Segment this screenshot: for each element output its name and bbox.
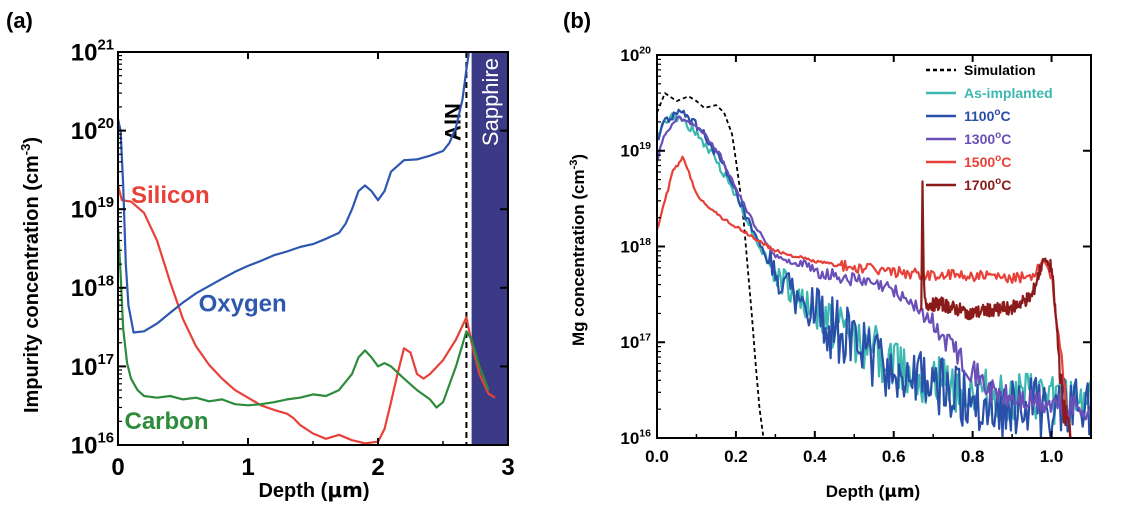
y-axis-label-exp: -3	[18, 144, 33, 156]
x-axis-label-unit: μm	[884, 482, 914, 502]
x-tick-label: 0.8	[961, 447, 985, 466]
y-axis-label-exp: -3	[568, 160, 580, 170]
y-tick-label-exp: 21	[97, 38, 114, 54]
series-line-silicon	[118, 185, 496, 445]
panel-label-b: (b)	[563, 8, 591, 33]
x-tick-label: 0	[111, 454, 124, 481]
y-tick-label-base: 10	[71, 118, 98, 145]
y-axis-label: Mg concentration (cm-3)	[568, 154, 588, 346]
y-tick-label-base: 10	[71, 39, 98, 66]
y-tick-label-exp: 17	[639, 332, 651, 344]
x-tick-label: 1	[241, 454, 254, 481]
y-tick-label-base: 10	[71, 432, 98, 459]
y-tick-label: 1019	[71, 195, 114, 224]
series-line-oxygen	[118, 52, 471, 334]
panel-b-chart: (b) Mg concentration (cm-3) Depth (μm) 0…	[563, 8, 1092, 502]
y-tick-label-exp: 19	[639, 140, 651, 152]
y-tick-label-base: 10	[620, 333, 639, 352]
legend-item-label: 1300oC	[964, 130, 1011, 147]
region-sapphire	[471, 52, 508, 445]
legend-degree: o	[995, 130, 1001, 141]
legend-item-label: Simulation	[964, 62, 1036, 78]
series-line-1300-c	[657, 115, 1091, 421]
legend-unit: C	[1001, 154, 1011, 170]
y-tick-label-base: 10	[620, 429, 639, 448]
y-tick-label: 1016	[620, 427, 651, 448]
series-label-carbon: Carbon	[125, 408, 209, 435]
legend-degree: o	[995, 153, 1001, 164]
x-axis-label-text: Depth (	[258, 480, 327, 502]
y-tick-label-base: 10	[71, 197, 98, 224]
y-tick-label: 1016	[71, 431, 114, 460]
legend-unit: C	[1001, 177, 1011, 193]
y-tick-label: 1020	[620, 44, 651, 65]
y-tick-label-base: 10	[71, 275, 98, 302]
y-axis-label-close: )	[569, 154, 588, 160]
y-tick-label: 1017	[620, 332, 651, 353]
series-label-oxygen: Oxygen	[199, 290, 287, 317]
y-tick-label-exp: 18	[639, 236, 651, 248]
x-tick-label: 3	[501, 454, 514, 481]
y-axis-label-close: )	[21, 137, 43, 144]
y-tick-label: 1017	[71, 352, 114, 381]
x-tick-label: 1.0	[1040, 447, 1064, 466]
y-tick-label-base: 10	[620, 142, 639, 161]
x-tick-label: 0.6	[882, 447, 906, 466]
y-tick-label-exp: 16	[97, 431, 114, 447]
y-tick-label-base: 10	[620, 46, 639, 65]
y-tick-label-exp: 18	[97, 273, 114, 289]
series-line-1700-c	[920, 180, 1072, 438]
x-tick-label: 0.0	[645, 447, 669, 466]
legend-temp-value: 1700	[964, 177, 995, 193]
region-label-sapphire: Sapphire	[478, 58, 503, 146]
series-label-silicon: Silicon	[131, 182, 210, 209]
y-tick-label-exp: 17	[97, 352, 114, 368]
plot-area: 0.0 0.2 0.4 0.6 0.8 1.010161017101810191020Si…	[620, 44, 1092, 466]
legend-temp-value: 1100	[964, 108, 995, 124]
x-axis-label-close: )	[915, 482, 921, 501]
x-axis-label-text: Depth (	[826, 482, 885, 501]
y-axis-label-text: Mg concentration (cm	[569, 169, 588, 346]
panel-a-chart: (a) Impurity concentration (cm-3) Depth …	[6, 8, 515, 502]
y-tick-label-exp: 20	[639, 44, 651, 56]
y-tick-label: 1020	[71, 116, 114, 145]
legend-unit: C	[1001, 131, 1011, 147]
legend-unit: C	[1000, 108, 1010, 124]
x-axis-label: Depth (μm)	[258, 478, 369, 502]
series-line-simulation	[657, 92, 765, 438]
x-axis-label: Depth (μm)	[826, 482, 920, 502]
x-axis-label-close: )	[363, 480, 370, 502]
y-tick-label: 1018	[620, 236, 651, 257]
legend-item-label: 1500oC	[964, 153, 1011, 170]
legend-temp-value: 1500	[964, 154, 995, 170]
legend-item-label: 1100oC	[964, 107, 1011, 124]
y-tick-label: 1019	[620, 140, 651, 161]
y-tick-label: 1021	[71, 38, 114, 67]
x-tick-label: 2	[371, 454, 384, 481]
legend-temp-value: 1300	[964, 131, 995, 147]
series-line-1500-c	[657, 155, 1072, 438]
x-axis-label-unit: μm	[327, 478, 363, 502]
y-tick-label-exp: 16	[639, 427, 651, 439]
y-axis-label: Impurity concentration (cm-3)	[18, 137, 43, 413]
legend-degree: o	[994, 107, 1000, 118]
legend-item-label: 1700oC	[964, 176, 1011, 193]
series-line-carbon	[118, 226, 490, 409]
legend-degree: o	[995, 176, 1001, 187]
x-tick-label: 0.4	[803, 447, 827, 466]
legend-item-label: As-implanted	[964, 85, 1053, 101]
series-lines	[657, 92, 1091, 438]
y-tick-label-exp: 20	[97, 116, 114, 132]
y-tick-label-exp: 19	[97, 195, 114, 211]
panel-label-a: (a)	[6, 8, 33, 33]
x-tick-label: 0.2	[724, 447, 748, 466]
y-axis-label-text: Impurity concentration (cm	[21, 155, 43, 413]
y-tick-label-base: 10	[71, 354, 98, 381]
y-tick-label-base: 10	[620, 237, 639, 256]
y-tick-label: 1018	[71, 273, 114, 302]
series-lines	[118, 52, 496, 445]
